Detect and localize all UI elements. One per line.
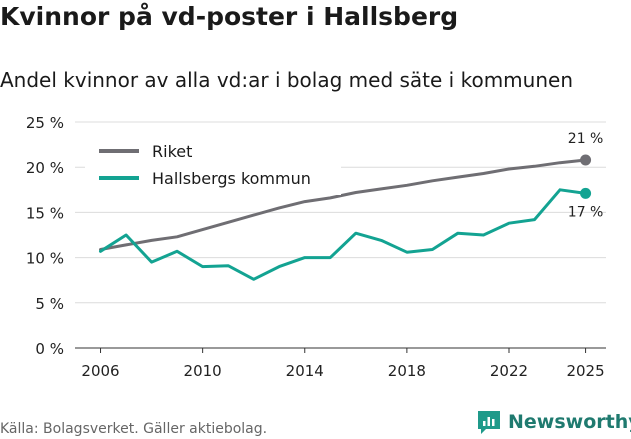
x-tick-label: 2010: [184, 362, 222, 380]
end-point-riket: [580, 154, 592, 166]
y-tick-label: 0 %: [35, 340, 64, 358]
end-label-riket: 21 %: [568, 131, 604, 147]
x-tick-label: 2006: [81, 362, 119, 380]
source-note: Källa: Bolagsverket. Gäller aktiebolag.: [0, 421, 268, 437]
legend-box: [85, 133, 341, 195]
series-line-hallsberg: [99, 188, 588, 281]
y-tick-label: 15 %: [26, 204, 64, 222]
y-tick-label: 20 %: [26, 159, 64, 177]
y-tick-label: 25 %: [26, 114, 64, 132]
end-point-hallsberg: [580, 187, 592, 199]
end-label-hallsberg: 17 %: [568, 204, 604, 220]
newsworthy-logo-icon: [478, 411, 500, 434]
newsworthy-logo: Newsworthy: [476, 408, 631, 436]
brand-name: Newsworthy: [508, 411, 631, 433]
y-tick-label: 5 %: [35, 295, 64, 313]
x-tick-label: 2025: [566, 362, 604, 380]
legend-label-riket: Riket: [152, 142, 192, 161]
y-tick-label: 10 %: [26, 250, 64, 268]
series-line-riket: [99, 158, 588, 251]
x-tick-label: 2014: [286, 362, 324, 380]
x-tick-label: 2018: [388, 362, 426, 380]
legend-label-hallsberg: Hallsbergs kommun: [152, 169, 311, 188]
chart-title: Kvinnor på vd-poster i Hallsberg: [0, 2, 459, 31]
chart-subtitle: Andel kvinnor av alla vd:ar i bolag med …: [0, 68, 573, 92]
x-tick-label: 2022: [490, 362, 528, 380]
